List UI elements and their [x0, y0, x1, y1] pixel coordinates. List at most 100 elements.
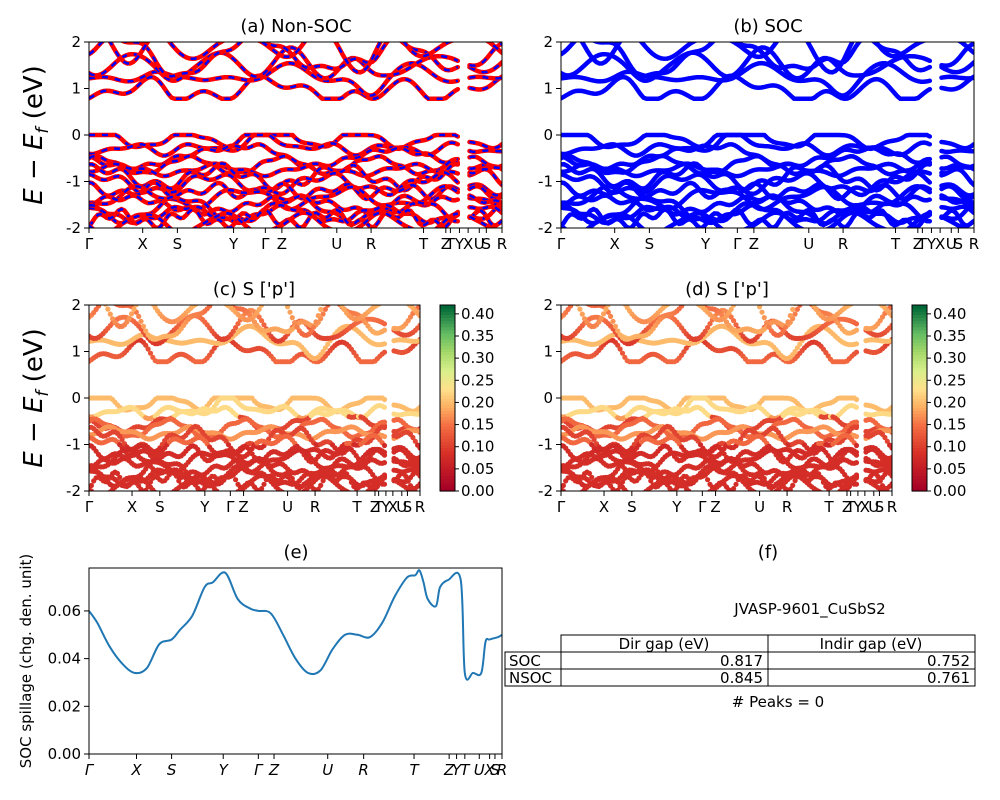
colorbar-segment [440, 422, 455, 427]
colorbar-segment [440, 404, 455, 408]
projection-point [853, 442, 860, 449]
projection-point [575, 493, 580, 498]
projection-point [889, 411, 892, 417]
colorbar-segment [440, 317, 455, 322]
projection-point [778, 433, 784, 439]
projection-point [877, 478, 883, 484]
band-line [561, 45, 933, 83]
projection-point [377, 305, 383, 307]
projection-point [686, 488, 692, 491]
colorbar-segment [440, 484, 455, 489]
xtick-label: T [352, 498, 363, 516]
colorbar-segment [440, 481, 455, 486]
projection-point [143, 342, 149, 348]
projection-point [292, 320, 298, 326]
panel-a-title: (a) Non-SOC [240, 16, 351, 37]
band-line [939, 166, 974, 188]
xtick-label: X [388, 498, 398, 516]
xtick-label: S [954, 235, 964, 253]
xtick-label: Z [370, 498, 380, 516]
xtick-label: Y [228, 235, 239, 253]
band-line [561, 202, 933, 226]
projection-point [117, 474, 123, 480]
projection-point [92, 490, 95, 491]
projection-point [853, 481, 860, 487]
projection-point [792, 478, 798, 484]
projection-point [322, 306, 328, 312]
projection-point [202, 485, 208, 491]
colorbar-segment [440, 450, 455, 455]
colorbar-segment [440, 342, 455, 346]
band-dash-overlay [89, 133, 459, 151]
band-line [561, 142, 933, 172]
projection-point [95, 305, 102, 309]
projection-point [86, 290, 91, 295]
colorbar-segment [440, 438, 455, 442]
projection-point [103, 297, 108, 302]
projection-point [94, 289, 99, 294]
projection-point [348, 479, 354, 485]
projection-point [147, 350, 154, 356]
colorbar-segment [440, 348, 455, 353]
xtick-label: T [890, 235, 901, 253]
colorbar-segment [440, 360, 455, 365]
band-line [561, 210, 933, 228]
xtick-label: X [138, 235, 148, 253]
band-dash-overlay [89, 203, 459, 225]
projection-point [259, 305, 265, 308]
projection-point [295, 492, 300, 497]
projection-point [285, 305, 291, 310]
colorbar-segment [440, 444, 455, 449]
projection-point [691, 492, 696, 497]
projection-point [703, 491, 708, 496]
projection-point [328, 292, 333, 297]
xtick-label: R [838, 235, 848, 253]
projection-point [148, 298, 153, 303]
projection-point [381, 327, 388, 333]
projection-point [889, 445, 892, 451]
colorbar-segment [440, 385, 455, 390]
xtick-label: U [282, 498, 293, 516]
projection-point [332, 293, 337, 298]
colorbar-segment [440, 429, 455, 433]
projection-point [417, 305, 420, 310]
projection-point [648, 478, 654, 484]
band-line [561, 161, 933, 179]
band-dash-overlay [89, 194, 459, 216]
panel-c-scatter-points [86, 289, 420, 498]
xtick-label: Y [199, 498, 210, 516]
colorbar-tick-label: 0.30 [461, 349, 494, 367]
projection-point [94, 493, 99, 498]
colorbar-tick-label: 0.35 [461, 327, 494, 345]
projection-point [889, 404, 892, 410]
projection-point [173, 473, 180, 479]
projection-point [176, 478, 182, 484]
projection-point [561, 488, 566, 491]
xtick-label: R [969, 235, 979, 253]
band-dash-overlay [469, 167, 502, 186]
projection-point [108, 298, 113, 303]
band-line [939, 214, 967, 228]
band-line [956, 42, 974, 56]
band-line [939, 204, 974, 216]
projection-point [417, 322, 420, 328]
projection-point [101, 299, 106, 304]
projection-point [639, 492, 644, 497]
ytick-label: 2 [71, 33, 81, 51]
xtick-label: Z [441, 235, 451, 253]
band-dash-overlay [89, 46, 459, 82]
xtick-label: R [415, 498, 425, 516]
projection-point [619, 350, 626, 356]
projection-point [207, 305, 213, 309]
projection-point [417, 313, 420, 319]
projection-point [767, 492, 772, 497]
xtick-label: Y [380, 498, 391, 516]
projection-point [105, 297, 110, 302]
ylabel-energy-top-sub: f [33, 125, 53, 134]
projection-point [396, 298, 401, 303]
band-line [939, 60, 974, 75]
colorbar-segment [440, 425, 455, 430]
projection-point [335, 300, 340, 305]
